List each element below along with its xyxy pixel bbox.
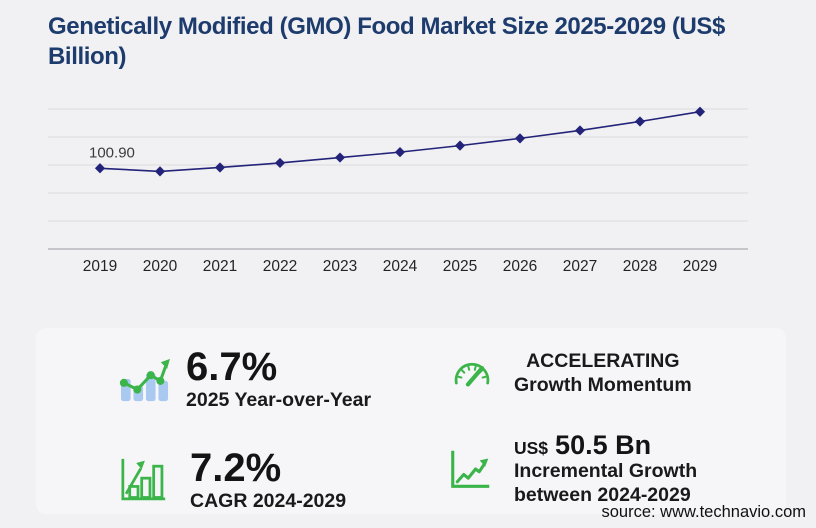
market-size-line-chart: 2019 2020 2021 2022 2023 2024 2025 2026 2027 2028… <box>48 106 748 275</box>
x-axis-label-2028: 2028 <box>623 258 657 275</box>
stat-incremental: US$ 50.5 Bn Incremental Growth between 2… <box>449 430 697 507</box>
yoy-label: 2025 Year-over-Year <box>186 389 372 411</box>
data-point-2028 <box>634 116 646 127</box>
x-axis-label-2021: 2021 <box>203 258 237 275</box>
x-axis-label-2019: 2019 <box>83 258 117 275</box>
incremental-label-line2: between 2024-2029 <box>514 483 691 506</box>
cagr-label: CAGR 2024-2029 <box>190 490 347 512</box>
data-label: 100.90 <box>89 144 135 161</box>
momentum-status: ACCELERATING <box>526 350 680 372</box>
incremental-currency: US$ <box>514 438 549 458</box>
line-arrow-icon <box>449 448 493 490</box>
x-axis-label-2027: 2027 <box>563 258 597 275</box>
x-axis-label-2023: 2023 <box>323 258 357 275</box>
x-axis-label-2026: 2026 <box>503 258 537 275</box>
stat-yoy: 6.7% 2025 Year-over-Year <box>118 345 371 413</box>
page-title: Genetically Modified (GMO) Food Market S… <box>48 13 725 70</box>
stat-cagr: 7.2% CAGR 2024-2029 <box>120 446 346 514</box>
data-point-2026 <box>514 133 526 144</box>
yoy-value: 6.7% <box>186 345 278 389</box>
cagr-value: 7.2% <box>190 446 282 490</box>
incremental-label-line1: Incremental Growth <box>514 460 698 482</box>
x-axis-label-2024: 2024 <box>383 258 418 275</box>
data-point-2025 <box>454 140 466 151</box>
momentum-label: Growth Momentum <box>514 373 692 396</box>
data-point-2029 <box>694 106 706 117</box>
bar-line-growth-icon <box>118 355 172 403</box>
data-point-2023 <box>334 152 346 163</box>
data-point-2019 <box>94 163 106 174</box>
x-axis-label-2022: 2022 <box>263 258 297 275</box>
data-point-2022 <box>274 157 286 169</box>
x-axis-label-2025: 2025 <box>443 258 477 275</box>
data-point-2020 <box>154 166 166 177</box>
x-axis-label-2020: 2020 <box>143 258 178 275</box>
market-size-line <box>99 110 701 173</box>
data-point-2021 <box>214 162 226 173</box>
x-axis-label-2029: 2029 <box>683 258 717 275</box>
stats-panel: 6.7% 2025 Year-over-Year ACCELERATING <box>36 328 786 514</box>
bar-chart-arrow-icon <box>120 457 168 503</box>
incremental-value: 50.5 Bn <box>555 430 652 460</box>
data-point-2024 <box>394 147 406 158</box>
source-credit: source: www.technavio.com <box>601 503 806 521</box>
data-point-2027 <box>574 125 586 136</box>
speedometer-icon <box>449 354 495 394</box>
stat-momentum: ACCELERATING Growth Momentum <box>449 350 692 397</box>
